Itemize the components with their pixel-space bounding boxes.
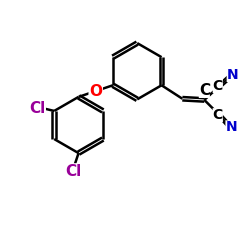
Text: Cl: Cl	[66, 164, 82, 179]
Text: O: O	[89, 84, 102, 98]
Text: N: N	[226, 120, 237, 134]
Text: N: N	[227, 68, 238, 82]
Text: C: C	[199, 83, 210, 98]
Text: C: C	[213, 108, 223, 122]
Text: C: C	[213, 79, 223, 93]
Text: Cl: Cl	[29, 101, 45, 116]
